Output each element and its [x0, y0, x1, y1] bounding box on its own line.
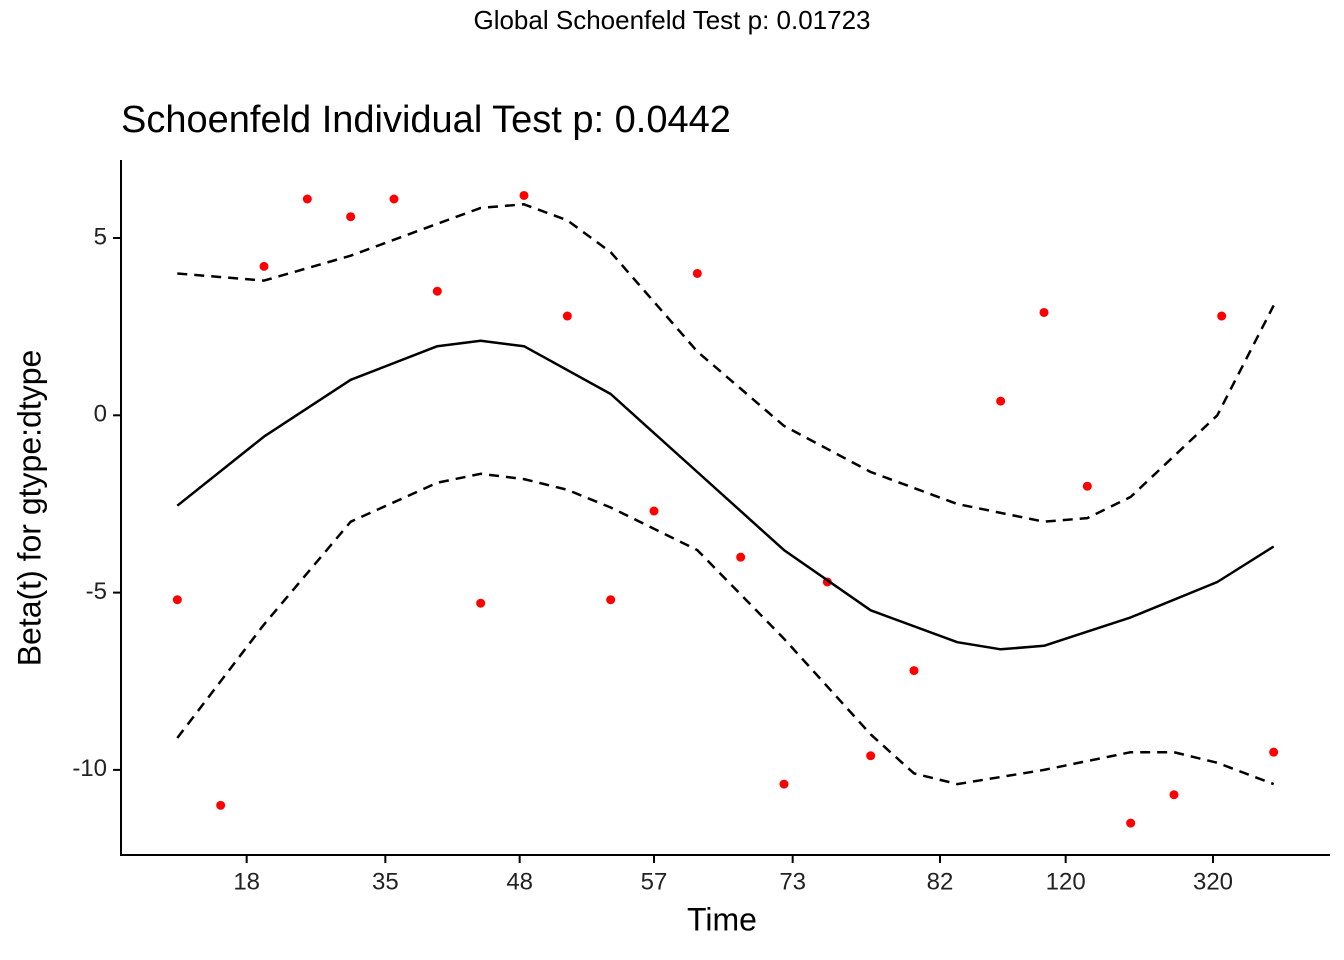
chart-title: Schoenfeld Individual Test p: 0.0442	[121, 99, 731, 141]
point	[432, 286, 442, 296]
point	[649, 506, 659, 516]
point	[1269, 747, 1279, 757]
point	[346, 212, 356, 222]
y-axis-label: Beta(t) for gtype:dtype	[11, 350, 47, 667]
point	[476, 598, 486, 608]
curve	[176, 472, 1275, 786]
suptitle: Global Schoenfeld Test p: 0.01723	[473, 5, 870, 35]
point	[606, 595, 616, 605]
x-tick-label: 120	[1046, 868, 1086, 895]
y-tick-label: 5	[94, 223, 107, 250]
x-tick-label: 73	[779, 868, 806, 895]
x-tick-label: 320	[1193, 868, 1233, 895]
x-axis-label: Time	[687, 901, 757, 937]
point	[866, 751, 876, 761]
curve	[177, 203, 1275, 523]
point	[216, 800, 226, 810]
y-tick-label: 0	[94, 401, 107, 428]
x-tick-label: 82	[927, 868, 954, 895]
point	[1126, 818, 1136, 828]
point	[909, 666, 919, 676]
point	[996, 396, 1006, 406]
point	[736, 552, 746, 562]
point	[1039, 307, 1049, 317]
point	[302, 194, 312, 204]
point	[562, 311, 572, 321]
point	[779, 779, 789, 789]
point	[1217, 311, 1227, 321]
y-tick-label: -10	[72, 755, 107, 782]
curve	[176, 339, 1275, 651]
point	[1169, 790, 1179, 800]
point	[1082, 481, 1092, 491]
point	[259, 261, 269, 271]
x-tick-label: 48	[506, 868, 533, 895]
point	[389, 194, 399, 204]
y-tick-label: -5	[86, 578, 107, 605]
point	[519, 190, 529, 200]
x-tick-label: 57	[641, 868, 668, 895]
x-tick-label: 35	[372, 868, 399, 895]
point	[692, 268, 702, 278]
point	[172, 595, 182, 605]
x-tick-label: 18	[233, 868, 260, 895]
